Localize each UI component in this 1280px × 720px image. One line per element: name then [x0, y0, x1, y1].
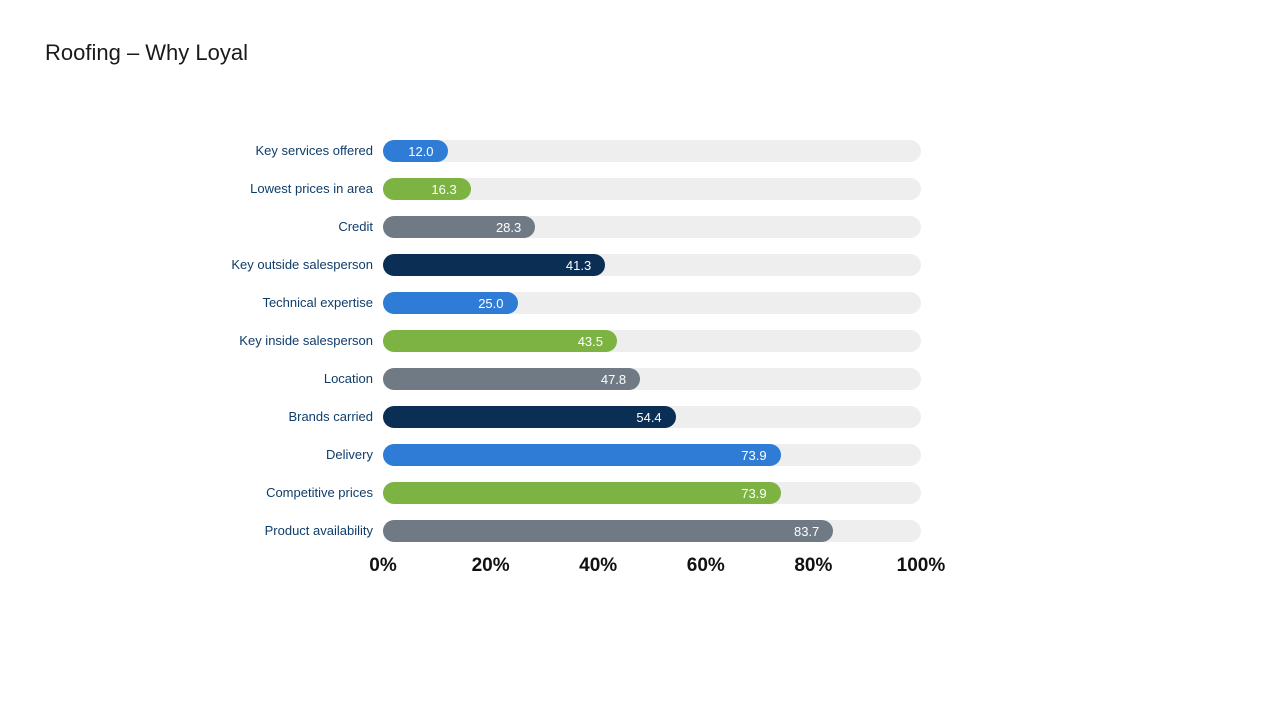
bar-value: 54.4 [636, 410, 661, 425]
bar-fill: 73.9 [383, 482, 781, 504]
bar-row: Location 47.8 [225, 360, 925, 398]
axis-tick-label: 0% [369, 555, 396, 577]
bar-track: 83.7 [383, 520, 921, 542]
bar-value: 73.9 [741, 448, 766, 463]
axis-tick-label: 80% [794, 555, 832, 577]
bar-value: 25.0 [478, 296, 503, 311]
axis-tick-label: 40% [579, 555, 617, 577]
bar-chart: Key services offered 12.0 Lowest prices in… [225, 132, 925, 550]
bar-track: 16.3 [383, 178, 921, 200]
bar-value: 73.9 [741, 486, 766, 501]
category-label: Delivery [225, 447, 383, 463]
bar-fill: 54.4 [383, 406, 676, 428]
bar-row: Technical expertise 25.0 [225, 284, 925, 322]
axis-tick-label: 60% [687, 555, 725, 577]
category-label: Key inside salesperson [225, 333, 383, 349]
bar-track: 54.4 [383, 406, 921, 428]
bar-row: Lowest prices in area 16.3 [225, 170, 925, 208]
bar-row: Brands carried 54.4 [225, 398, 925, 436]
bar-value: 41.3 [566, 258, 591, 273]
category-label: Product availability [225, 523, 383, 539]
bar-value: 43.5 [578, 334, 603, 349]
chart-title: Roofing – Why Loyal [45, 40, 248, 66]
category-label: Brands carried [225, 409, 383, 425]
category-label: Key services offered [225, 143, 383, 159]
category-label: Lowest prices in area [225, 181, 383, 197]
bar-track: 73.9 [383, 444, 921, 466]
bar-fill: 12.0 [383, 140, 448, 162]
bar-value: 47.8 [601, 372, 626, 387]
bar-row: Product availability 83.7 [225, 512, 925, 550]
bar-row: Key inside salesperson 43.5 [225, 322, 925, 360]
bar-track: 25.0 [383, 292, 921, 314]
category-label: Key outside salesperson [225, 257, 383, 273]
bar-fill: 47.8 [383, 368, 640, 390]
bar-track: 43.5 [383, 330, 921, 352]
bar-value: 28.3 [496, 220, 521, 235]
category-label: Location [225, 371, 383, 387]
category-label: Technical expertise [225, 295, 383, 311]
bar-row: Delivery 73.9 [225, 436, 925, 474]
bar-row: Credit 28.3 [225, 208, 925, 246]
bar-fill: 28.3 [383, 216, 535, 238]
bar-value: 16.3 [431, 182, 456, 197]
axis-tick-label: 20% [472, 555, 510, 577]
bar-row: Key services offered 12.0 [225, 132, 925, 170]
bar-fill: 16.3 [383, 178, 471, 200]
bar-track: 73.9 [383, 482, 921, 504]
bar-row: Competitive prices 73.9 [225, 474, 925, 512]
bar-track: 28.3 [383, 216, 921, 238]
bar-fill: 83.7 [383, 520, 833, 542]
bar-track: 41.3 [383, 254, 921, 276]
axis-tick-label: 100% [897, 555, 946, 577]
bar-track: 12.0 [383, 140, 921, 162]
bar-fill: 43.5 [383, 330, 617, 352]
bar-value: 83.7 [794, 524, 819, 539]
bar-value: 12.0 [408, 144, 433, 159]
category-label: Competitive prices [225, 485, 383, 501]
bar-fill: 25.0 [383, 292, 518, 314]
bar-track: 47.8 [383, 368, 921, 390]
category-label: Credit [225, 219, 383, 235]
bar-fill: 41.3 [383, 254, 605, 276]
bar-row: Key outside salesperson 41.3 [225, 246, 925, 284]
bar-fill: 73.9 [383, 444, 781, 466]
